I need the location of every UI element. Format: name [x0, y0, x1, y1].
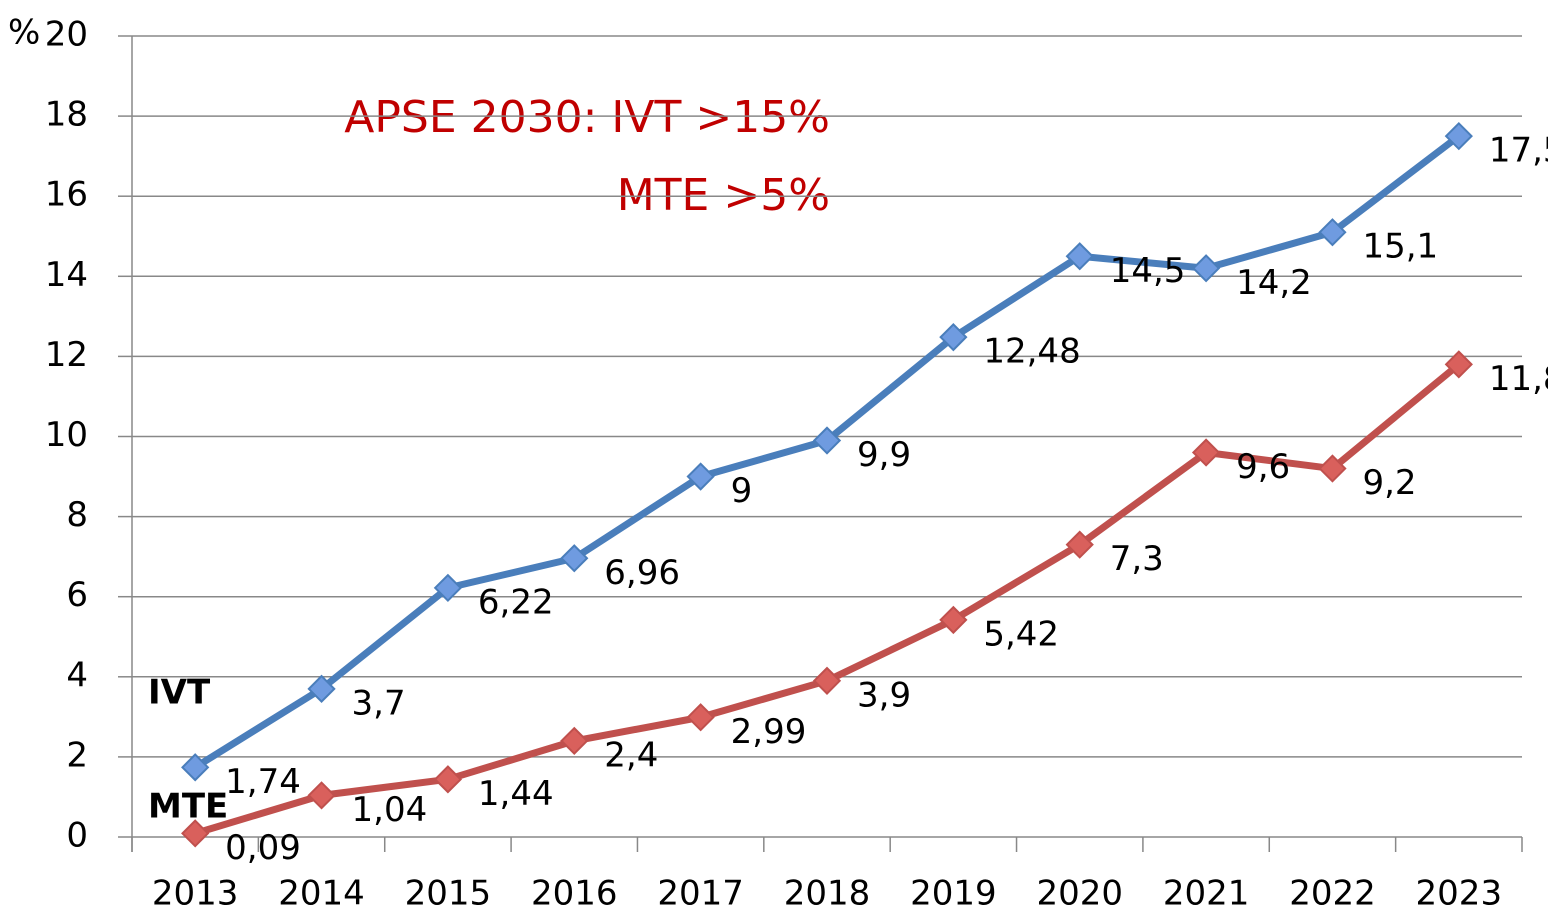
marker [181, 819, 210, 848]
y-tick-label: 2 [66, 735, 88, 775]
data-label: 1,44 [478, 774, 554, 814]
y-axis-label: % [8, 13, 40, 53]
x-tick-label: 2019 [910, 874, 997, 914]
marker [560, 726, 589, 756]
marker [812, 666, 842, 695]
y-tick-label: 8 [66, 495, 88, 535]
y-tick-label: 14 [45, 255, 88, 295]
y-tick-label: 0 [66, 816, 88, 856]
marker [812, 426, 842, 455]
marker [939, 605, 968, 635]
marker [1191, 438, 1221, 467]
data-label: 9,6 [1236, 447, 1290, 487]
x-tick-label: 2014 [278, 874, 365, 914]
data-label: 6,96 [604, 553, 680, 593]
marker [1065, 242, 1094, 271]
y-tick-label: 18 [45, 95, 88, 135]
data-label: 1,04 [352, 790, 428, 830]
marker [307, 781, 336, 810]
x-tick-label: 2013 [152, 874, 239, 914]
y-tick-label: 16 [45, 175, 88, 215]
data-label: 6,22 [478, 582, 554, 622]
series-label: MTE [148, 787, 228, 827]
data-label: 5,42 [983, 614, 1059, 654]
data-label: 2,4 [604, 735, 658, 775]
marker [433, 573, 463, 603]
marker [560, 544, 589, 573]
x-tick-label: 2016 [531, 874, 618, 914]
y-tick-label: 20 [45, 15, 88, 55]
marker [1318, 218, 1347, 247]
x-tick-label: 2023 [1416, 874, 1503, 914]
data-label: 1,74 [225, 762, 301, 802]
y-tick-label: 12 [45, 335, 88, 375]
marker [181, 753, 210, 782]
data-label: 7,3 [1110, 539, 1164, 579]
data-label: 17,5 [1489, 131, 1548, 171]
marker [686, 462, 715, 491]
marker [686, 703, 715, 732]
marker [307, 674, 336, 703]
data-label: 12,48 [983, 332, 1080, 372]
marker [1444, 121, 1473, 151]
data-label: 11,8 [1489, 359, 1548, 399]
data-label: 3,7 [352, 683, 406, 723]
x-tick-label: 2015 [405, 874, 492, 914]
data-label: 15,1 [1362, 227, 1438, 267]
data-label: 9,9 [857, 435, 911, 475]
data-label: 9,2 [1362, 463, 1416, 503]
marker [1444, 350, 1473, 379]
marker [1318, 454, 1347, 483]
marker [1065, 530, 1094, 559]
y-tick-label: 10 [45, 415, 88, 455]
marker [433, 765, 463, 794]
x-tick-label: 2018 [784, 874, 871, 914]
x-tick-label: 2022 [1289, 874, 1376, 914]
y-tick-label: 4 [66, 655, 88, 695]
marker [939, 323, 968, 352]
y-tick-label: 6 [66, 575, 88, 615]
x-tick-label: 2020 [1036, 874, 1123, 914]
data-label: 0,09 [225, 828, 301, 868]
marker [1191, 254, 1221, 283]
data-label: 14,2 [1236, 263, 1312, 303]
series-label: IVT [148, 673, 211, 713]
x-tick-label: 2021 [1163, 874, 1250, 914]
data-label: 14,5 [1110, 251, 1186, 291]
data-label: 2,99 [731, 712, 807, 752]
data-label: 9 [731, 471, 753, 511]
annotation: APSE 2030: IVT >15% [344, 92, 830, 143]
x-tick-label: 2017 [657, 874, 744, 914]
data-label: 3,9 [857, 675, 911, 715]
